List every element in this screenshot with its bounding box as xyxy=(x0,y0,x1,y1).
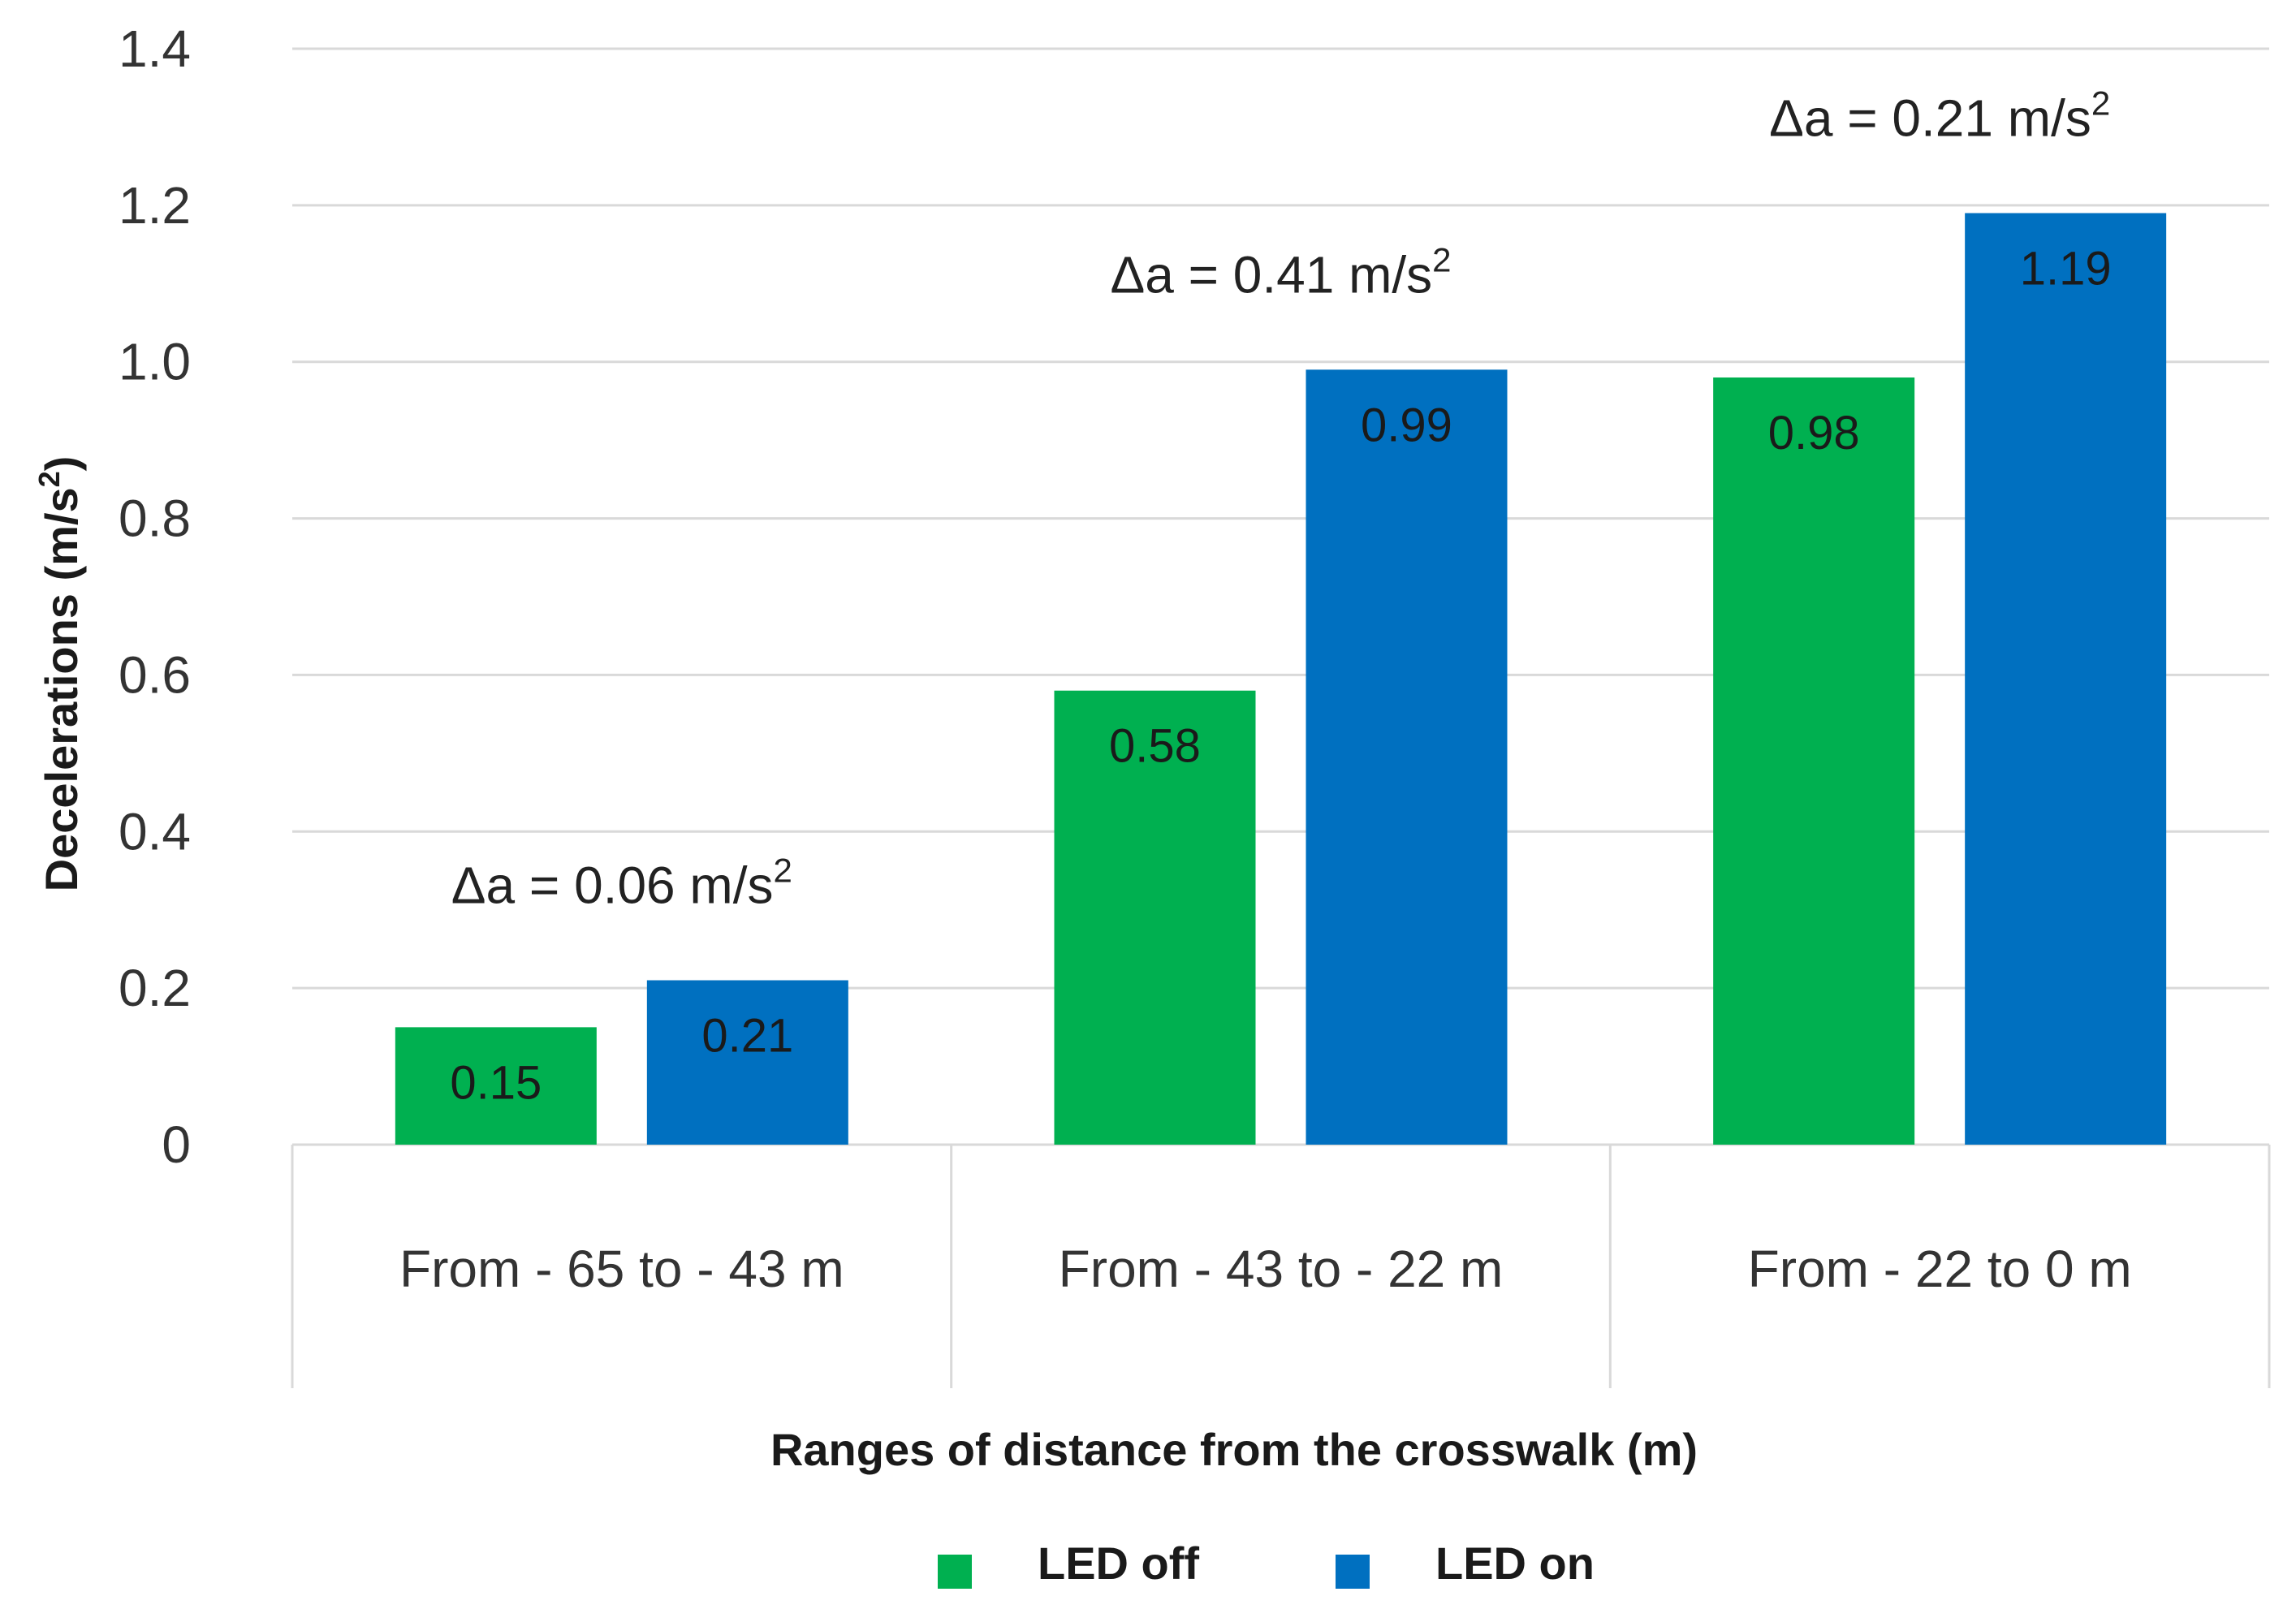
legend-label: LED off xyxy=(1038,1538,1199,1589)
y-tick-label: 1.2 xyxy=(119,176,191,235)
delta-annotations: Δa = 0.06 m/s2 Δa = 0.41 m/s2 Δa = 0.21 m/… xyxy=(451,84,2110,915)
y-tick-label: 1.4 xyxy=(119,19,191,78)
x-axis-title: Ranges of distance from the crosswalk (m… xyxy=(770,1424,1698,1475)
legend: LED off LED on xyxy=(938,1538,1595,1589)
category-label: From - 43 to - 22 m xyxy=(1059,1240,1504,1298)
y-tick-label: 1.0 xyxy=(119,333,191,391)
bar-value-label: 0.15 xyxy=(450,1056,542,1109)
bars xyxy=(395,213,2167,1145)
x-axis-category-labels: From - 65 to - 43 m From - 43 to - 22 m Fr… xyxy=(399,1240,2132,1298)
bar-value-label: 0.21 xyxy=(701,1010,793,1063)
bar-led-off xyxy=(1054,690,1256,1145)
bar-data-labels: 0.15 0.21 0.58 0.99 0.98 1.19 xyxy=(450,243,2111,1110)
legend-swatch xyxy=(938,1555,972,1589)
bar-led-on xyxy=(1965,213,2167,1145)
legend-swatch xyxy=(1336,1555,1370,1589)
category-axis-table xyxy=(291,1143,2271,1388)
y-tick-label: 0.4 xyxy=(119,802,191,861)
legend-label: LED on xyxy=(1435,1538,1595,1589)
delta-annotation: Δa = 0.41 m/s2 xyxy=(1110,240,1451,304)
y-axis-tick-labels: 0 0.2 0.4 0.6 0.8 1.0 1.2 1.4 xyxy=(119,19,191,1174)
y-tick-label: 0.2 xyxy=(119,959,191,1017)
y-tick-label: 0.8 xyxy=(119,490,191,548)
bar-value-label: 0.99 xyxy=(1361,399,1452,451)
bar-value-label: 0.98 xyxy=(1768,407,1860,459)
y-tick-label: 0.6 xyxy=(119,645,191,704)
category-label: From - 65 to - 43 m xyxy=(399,1240,844,1298)
y-tick-label: 0 xyxy=(162,1115,191,1174)
bar-led-on xyxy=(1306,369,1508,1145)
bar-led-off xyxy=(1713,377,1915,1145)
bar-led-on xyxy=(646,980,848,1145)
delta-annotation: Δa = 0.06 m/s2 xyxy=(451,852,792,915)
delta-annotation: Δa = 0.21 m/s2 xyxy=(1769,84,2110,148)
bar-value-label: 1.19 xyxy=(2020,243,2112,295)
y-axis-title: Decelerations (m/s2) xyxy=(32,456,87,892)
category-label: From - 22 to 0 m xyxy=(1748,1240,2132,1298)
bar-led-off xyxy=(395,1027,597,1145)
grid-lines xyxy=(292,47,2269,990)
bar-value-label: 0.58 xyxy=(1109,720,1201,773)
